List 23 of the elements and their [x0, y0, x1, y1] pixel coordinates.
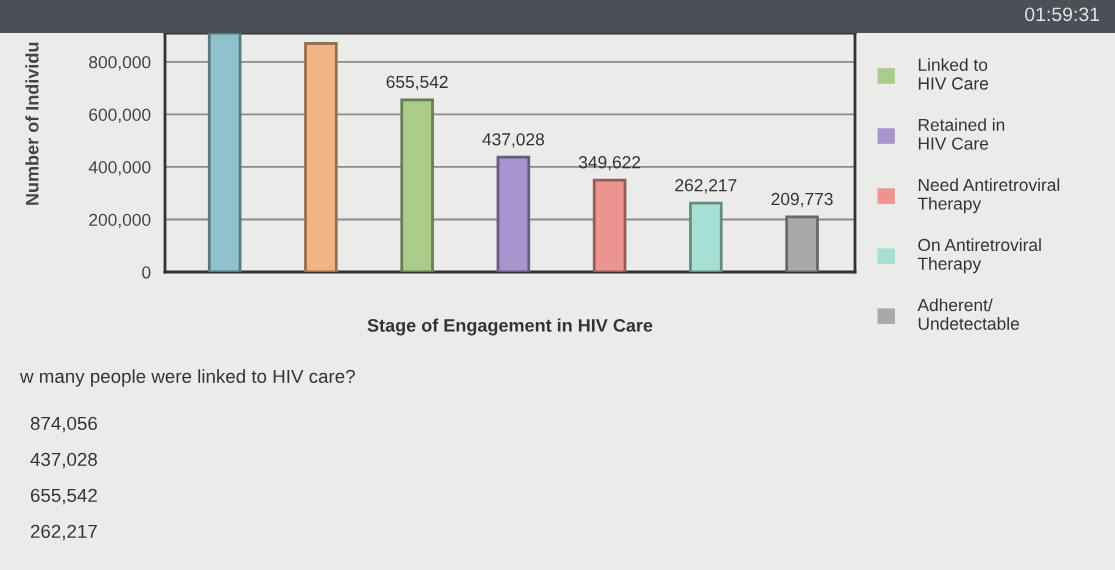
- text: 874,056: [30, 416, 97, 433]
- legend-label: Need Antiretroviral Therapy: [917, 178, 1060, 214]
- data-label: 209,773: [771, 192, 833, 208]
- data-label: 349,622: [578, 156, 641, 171]
- text: 655,542: [30, 488, 97, 505]
- text: 437,028: [30, 452, 97, 469]
- data-label: 262,217: [675, 179, 737, 194]
- data-label: 437,028: [482, 133, 544, 148]
- y-tick-label: 400,000: [88, 161, 151, 176]
- text: 262,217: [30, 524, 97, 541]
- y-tick-label: 200,000: [89, 213, 151, 228]
- y-tick-label: 800,000: [89, 56, 151, 71]
- legend-label: Retained in HIV Care: [918, 118, 1005, 150]
- x-axis-title: Stage of Engagement in HIV Care: [367, 318, 653, 336]
- legend-label: On Antiretroviral Therapy: [917, 238, 1041, 274]
- legend-label: Adherent/ Undetectable: [917, 298, 1019, 330]
- y-axis-title: Number of Individu: [25, 42, 39, 205]
- data-label: 655,542: [386, 75, 448, 91]
- y-tick-label: 600,000: [89, 108, 151, 123]
- legend-label: Linked to HIV Care: [918, 58, 989, 90]
- text: 01:59:31: [1025, 7, 1100, 22]
- text: w many people were linked to HIV care?: [19, 369, 355, 387]
- y-tick-label: 0: [142, 266, 151, 279]
